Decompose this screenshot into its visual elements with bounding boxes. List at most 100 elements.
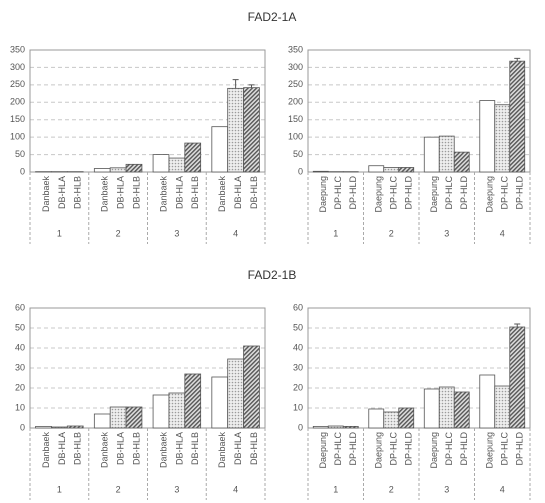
x-tick-label: DP-HLD [348, 432, 358, 466]
x-tick-label: Danbaek [100, 176, 110, 213]
y-tick-label: 0 [298, 166, 303, 176]
bar [93, 168, 111, 173]
x-tick-label: DP-HLD [348, 176, 358, 210]
bar [243, 87, 260, 173]
y-tick-label: 20 [293, 382, 303, 392]
bar [453, 391, 470, 429]
x-tick-label: DB-HLB [73, 176, 83, 209]
x-tick-label: DP-HLD [404, 432, 414, 466]
x-tick-label: DP-HLC [333, 432, 343, 466]
bar [342, 425, 359, 429]
group-label: 2 [116, 228, 121, 238]
bar [168, 157, 186, 173]
bar [93, 413, 111, 429]
y-tick-label: 250 [288, 79, 303, 89]
x-tick-label: Daepung [485, 432, 495, 469]
group-label: 1 [333, 484, 338, 494]
y-tick-label: 250 [10, 79, 25, 89]
x-tick-label: DP-HLC [500, 176, 510, 210]
x-tick-label: DP-HLD [404, 176, 414, 210]
x-tick-label: DB-HLA [57, 432, 67, 465]
x-tick-label: Daepung [485, 176, 495, 213]
y-tick-label: 60 [293, 302, 303, 312]
bar [152, 394, 170, 429]
y-tick-label: 0 [20, 422, 25, 432]
group-label: 4 [233, 484, 238, 494]
bar [184, 142, 202, 173]
x-tick-label: Danbaek [217, 176, 227, 213]
y-tick-label: 10 [293, 402, 303, 412]
bar [152, 154, 170, 173]
x-tick-label: DB-HLA [116, 176, 126, 209]
y-tick-label: 100 [288, 132, 303, 142]
y-tick-label: 30 [293, 362, 303, 372]
bar [398, 407, 415, 429]
x-tick-label: Danbaek [217, 432, 227, 469]
group-label: 2 [116, 484, 121, 494]
y-tick-label: 150 [288, 114, 303, 124]
x-tick-label: Daepung [318, 176, 328, 213]
y-tick-label: 0 [20, 166, 25, 176]
bar [494, 104, 511, 173]
x-tick-label: Danbaek [41, 176, 51, 213]
bar [368, 408, 385, 429]
group-label: 1 [333, 228, 338, 238]
y-tick-label: 350 [288, 44, 303, 54]
bar [109, 167, 127, 173]
bar [168, 392, 186, 429]
x-tick-label: Danbaek [100, 432, 110, 469]
bar [509, 326, 526, 429]
bar [438, 135, 455, 173]
bar [383, 167, 400, 173]
y-tick-label: 10 [15, 402, 25, 412]
bar [423, 136, 440, 173]
x-tick-label: DB-HLA [116, 432, 126, 465]
x-tick-label: DP-HLC [389, 432, 399, 466]
bar [243, 345, 260, 429]
y-tick-label: 50 [15, 322, 25, 332]
group-label: 2 [389, 228, 394, 238]
x-tick-label: DP-HLD [459, 432, 469, 466]
group-label: 4 [233, 228, 238, 238]
bar [398, 167, 415, 173]
bar [312, 425, 329, 429]
y-tick-label: 40 [293, 342, 303, 352]
y-tick-label: 50 [15, 149, 25, 159]
x-tick-label: DP-HLC [389, 176, 399, 210]
chart-title: FAD2-1A [248, 10, 297, 24]
x-tick-label: Daepung [374, 432, 384, 469]
y-tick-label: 60 [15, 302, 25, 312]
group-label: 3 [444, 484, 449, 494]
x-tick-label: DP-HLD [515, 176, 525, 210]
group-label: 4 [500, 484, 505, 494]
bar [211, 126, 229, 173]
x-tick-label: DB-HLB [131, 432, 141, 465]
x-tick-label: DB-HLB [131, 176, 141, 209]
y-tick-label: 200 [10, 97, 25, 107]
bar [227, 87, 244, 173]
x-tick-label: DB-HLB [73, 432, 83, 465]
bar [35, 425, 52, 429]
x-tick-label: Daepung [374, 176, 384, 213]
x-tick-label: DP-HLD [515, 432, 525, 466]
x-tick-label: Daepung [429, 176, 439, 213]
bar [453, 151, 470, 173]
x-tick-label: DB-HLA [57, 176, 67, 209]
bar [211, 376, 229, 429]
group-label: 1 [57, 228, 62, 238]
bar [423, 388, 440, 429]
x-tick-label: DB-HLA [233, 176, 243, 209]
x-tick-label: DP-HLC [444, 176, 454, 210]
y-tick-label: 150 [10, 114, 25, 124]
x-tick-label: DP-HLC [333, 176, 343, 210]
y-tick-label: 30 [15, 362, 25, 372]
group-label: 1 [57, 484, 62, 494]
chart-title: FAD2-1B [248, 268, 297, 282]
bar [184, 373, 202, 429]
y-tick-label: 20 [15, 382, 25, 392]
bar [312, 170, 329, 173]
x-tick-label: DB-HLB [190, 432, 200, 465]
bar [383, 411, 400, 429]
